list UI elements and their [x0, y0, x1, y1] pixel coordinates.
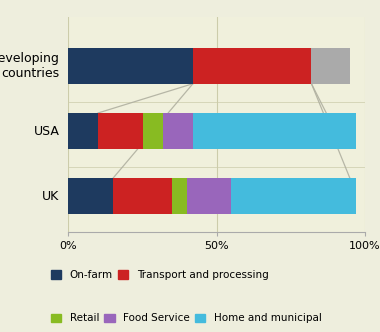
- Bar: [98, 113, 142, 149]
- Bar: [163, 113, 193, 149]
- Bar: [68, 48, 193, 84]
- Bar: [142, 113, 163, 149]
- Bar: [187, 178, 231, 214]
- Legend: On-farm, Transport and processing: On-farm, Transport and processing: [51, 270, 268, 280]
- Bar: [68, 178, 113, 214]
- Bar: [312, 48, 350, 84]
- Bar: [193, 48, 312, 84]
- Bar: [193, 113, 356, 149]
- Bar: [68, 113, 98, 149]
- Bar: [231, 178, 356, 214]
- Legend: Retail, Food Service, Home and municipal: Retail, Food Service, Home and municipal: [51, 313, 321, 323]
- Bar: [113, 178, 172, 214]
- Bar: [172, 178, 187, 214]
